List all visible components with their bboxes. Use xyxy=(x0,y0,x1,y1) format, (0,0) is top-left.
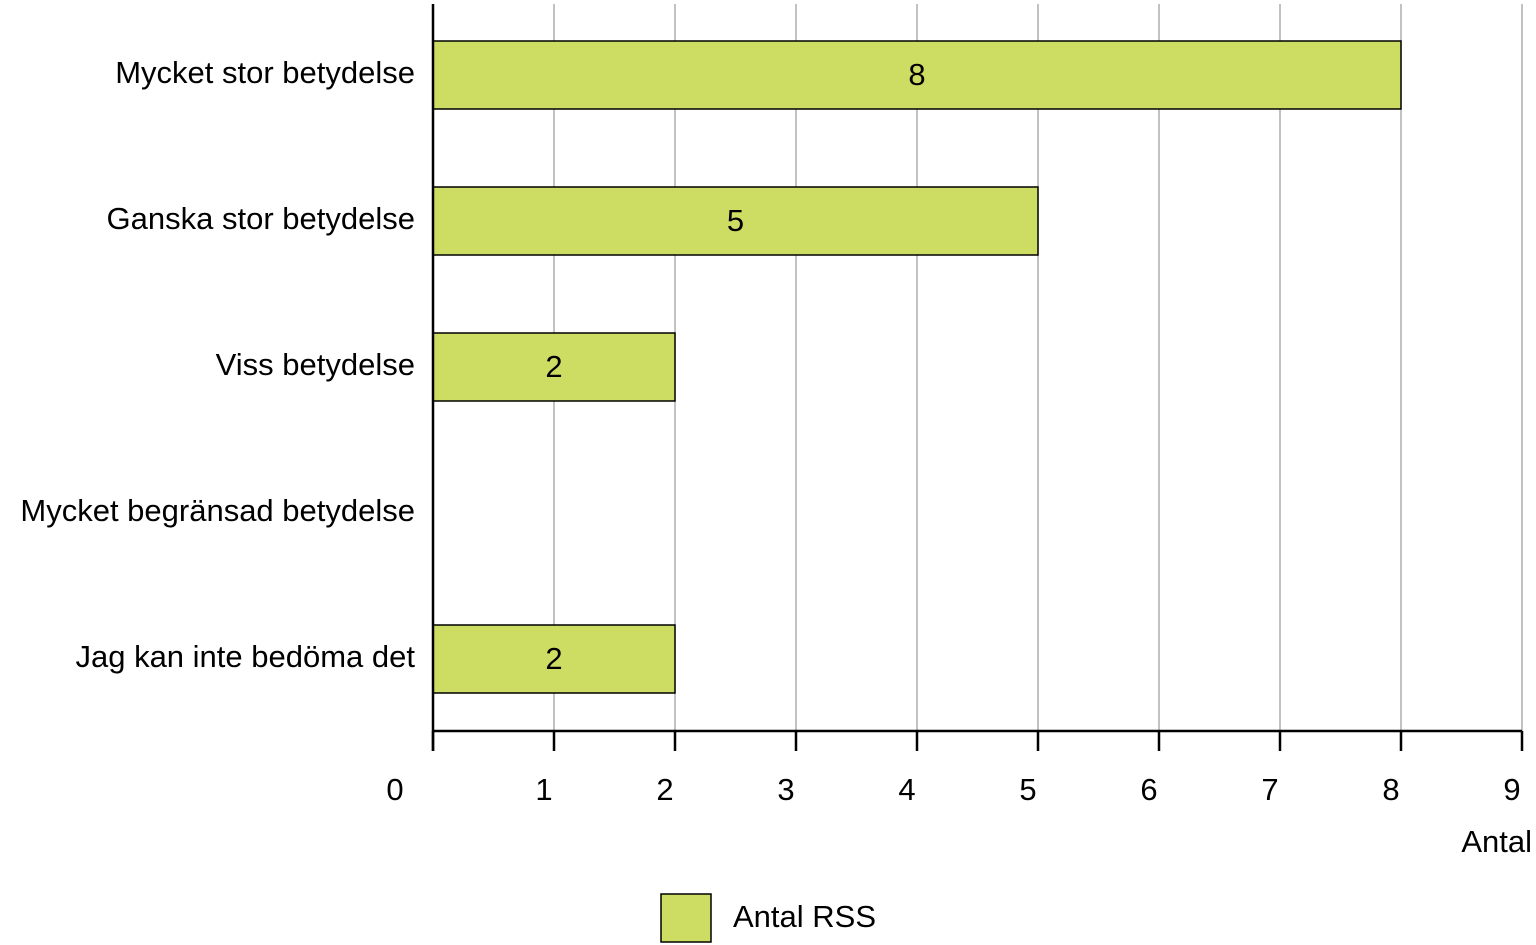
bar-data-label-2: 2 xyxy=(545,349,562,384)
legend-label: Antal RSS xyxy=(733,899,876,934)
x-tick-label-8: 8 xyxy=(1382,772,1399,807)
bar-0 xyxy=(432,40,1402,110)
x-tick-label-4: 4 xyxy=(898,772,915,807)
bar-data-label-4: 2 xyxy=(545,641,562,676)
bar-data-label-0: 8 xyxy=(908,57,925,92)
x-tick-label-5: 5 xyxy=(1019,772,1036,807)
category-label-0: Mycket stor betydelse xyxy=(115,55,415,90)
legend-swatch xyxy=(660,893,712,943)
x-tick-label-9: 9 xyxy=(1503,772,1520,807)
x-tick-label-3: 3 xyxy=(777,772,794,807)
category-label-4: Jag kan inte bedöma det xyxy=(75,639,415,674)
bar-2 xyxy=(432,332,676,402)
x-tick-label-6: 6 xyxy=(1140,772,1157,807)
x-axis-title: Antal xyxy=(1461,824,1532,859)
x-tick-label-7: 7 xyxy=(1261,772,1278,807)
bar-data-label-1: 5 xyxy=(727,203,744,238)
gridlines xyxy=(553,4,1523,731)
bar-4 xyxy=(432,624,676,694)
category-label-1: Ganska stor betydelse xyxy=(107,201,415,236)
category-label-3: Mycket begränsad betydelse xyxy=(20,493,415,528)
legend: Antal RSS xyxy=(660,893,876,943)
category-labels: Mycket stor betydelse Ganska stor betydel… xyxy=(20,55,415,674)
axes xyxy=(431,4,1522,751)
bars: 8 5 2 2 xyxy=(432,40,1402,694)
x-tick-label-2: 2 xyxy=(656,772,673,807)
category-label-2: Viss betydelse xyxy=(216,347,415,382)
x-axis-ticks: 0 1 2 3 4 5 6 7 8 9 xyxy=(386,731,1524,807)
x-tick-label-0: 0 xyxy=(386,772,403,807)
x-tick-label-1: 1 xyxy=(535,772,552,807)
